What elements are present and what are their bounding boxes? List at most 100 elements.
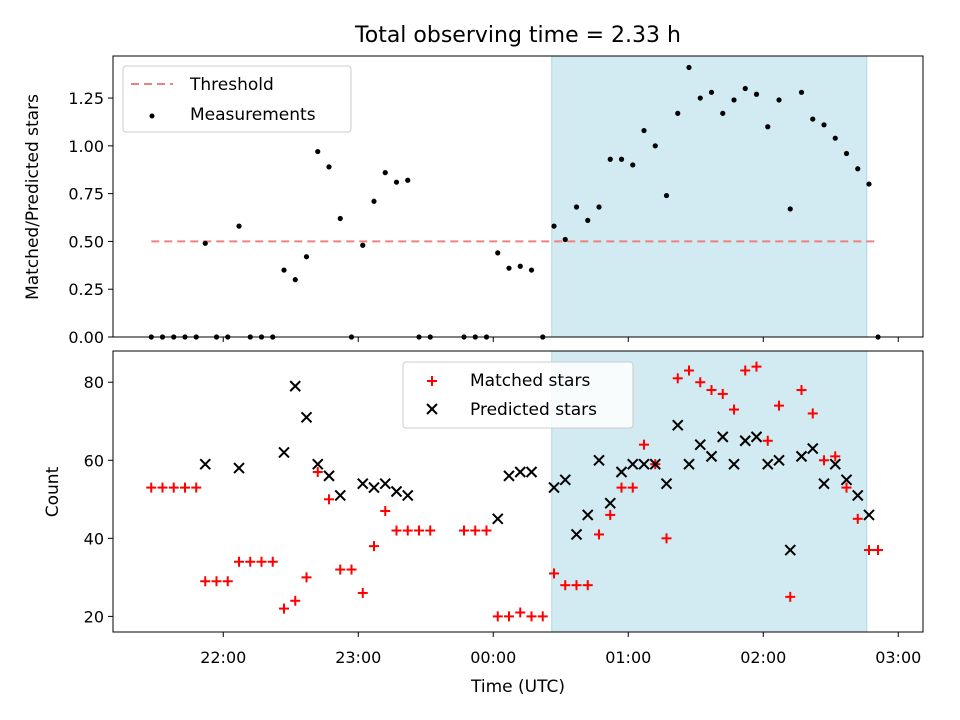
bottom-y-tick-label: 60 bbox=[84, 451, 104, 470]
measurement-point bbox=[337, 215, 343, 222]
predicted-stars-point bbox=[514, 466, 526, 478]
top-y-tick-label: 0.00 bbox=[68, 328, 104, 347]
matched-stars-point bbox=[504, 611, 514, 622]
predicted-stars-point bbox=[694, 438, 706, 451]
matched-stars-point bbox=[819, 455, 829, 466]
measurement-point bbox=[382, 170, 388, 176]
bottom-x-tick-label: 00:00 bbox=[470, 648, 516, 667]
matched-stars-point bbox=[357, 587, 368, 598]
matched-stars-point bbox=[200, 576, 211, 587]
matched-stars-point bbox=[796, 385, 807, 396]
matched-stars-point bbox=[873, 545, 883, 556]
measurement-point bbox=[810, 116, 816, 122]
top-legend: Threshold Measurements bbox=[122, 65, 352, 133]
predicted-stars-point bbox=[323, 470, 335, 482]
matched-stars-point bbox=[180, 482, 190, 493]
measurement-point bbox=[562, 236, 568, 243]
matched-stars-point bbox=[492, 611, 503, 622]
measurement-point bbox=[720, 110, 726, 116]
bottom-legend: Matched stars Predicted stars bbox=[402, 361, 634, 429]
matched-stars-point bbox=[168, 482, 179, 493]
bottom-x-tick-label: 22:00 bbox=[200, 648, 246, 667]
measurement-point bbox=[315, 148, 321, 155]
predicted-stars-point bbox=[818, 477, 830, 490]
matched-stars-point bbox=[740, 365, 751, 376]
measurement-point bbox=[618, 156, 625, 162]
bottom-y-axis-label: Count bbox=[43, 466, 63, 517]
bottom-x-tick-label: 02:00 bbox=[740, 648, 786, 667]
matched-stars-point bbox=[256, 556, 267, 567]
predicted-stars-point bbox=[300, 411, 313, 424]
predicted-stars-point bbox=[559, 474, 571, 486]
predicted-stars-point bbox=[840, 474, 853, 486]
matched-stars-point bbox=[470, 525, 481, 536]
matched-stars-point bbox=[672, 373, 683, 384]
top-y-axis-label: Matched/Predicted stars bbox=[23, 94, 43, 300]
bottom-x-tick-label: 01:00 bbox=[605, 648, 651, 667]
matched-stars-point bbox=[571, 580, 582, 591]
predicted-stars-point bbox=[672, 419, 684, 431]
matched-stars-point bbox=[830, 451, 841, 462]
predicted-stars-point bbox=[525, 466, 538, 478]
x-axis-label: Time (UTC) bbox=[470, 677, 565, 697]
matched-stars-point bbox=[841, 482, 852, 493]
matched-stars-point bbox=[751, 361, 762, 372]
matched-stars-point bbox=[267, 556, 278, 567]
predicted-stars-point bbox=[570, 528, 583, 541]
matched-stars-point bbox=[312, 466, 323, 477]
predicted-stars-point bbox=[807, 442, 819, 455]
matched-stars-point bbox=[706, 385, 717, 396]
matched-stars-point bbox=[864, 545, 874, 556]
predicted-stars-point bbox=[402, 489, 414, 502]
measurement-point bbox=[405, 177, 411, 183]
matched-stars-point bbox=[526, 611, 537, 622]
matched-stars-point bbox=[774, 400, 784, 411]
bottom-y-tick-label: 40 bbox=[84, 529, 104, 548]
matched-stars-point bbox=[301, 572, 312, 583]
matched-stars-point bbox=[481, 525, 492, 536]
predicted-stars-point bbox=[593, 454, 605, 466]
matched-stars-point bbox=[549, 568, 559, 579]
predicted-stars-point bbox=[503, 470, 515, 482]
predicted-stars-point bbox=[863, 509, 875, 521]
predicted-stars-point bbox=[233, 462, 245, 474]
predicted-stars-point bbox=[390, 485, 403, 498]
matched-stars-point bbox=[191, 482, 202, 493]
measurement-point bbox=[697, 95, 703, 101]
matched-stars-point bbox=[639, 439, 649, 450]
predicted-stars-point bbox=[705, 450, 718, 463]
matched-stars-point bbox=[290, 595, 301, 606]
top-y-tick-label: 1.25 bbox=[68, 89, 104, 108]
matched-stars-point bbox=[661, 533, 672, 544]
bottom-x-tick-label: 03:00 bbox=[875, 648, 921, 667]
matched-stars-point bbox=[582, 580, 593, 591]
bottom-y-tick-label: 80 bbox=[84, 373, 104, 392]
measurement-point bbox=[652, 143, 658, 149]
legend-plus-marker bbox=[427, 376, 437, 386]
predicted-stars-point bbox=[357, 477, 369, 490]
predicted-stars-point bbox=[199, 458, 211, 470]
matched-stars-point bbox=[852, 513, 863, 524]
matched-stars-point bbox=[414, 525, 424, 536]
measurement-point bbox=[641, 127, 647, 134]
measurement-point bbox=[866, 181, 872, 187]
measurement-point bbox=[585, 217, 591, 223]
bottom-plot-frame bbox=[112, 350, 924, 633]
matched-stars-point bbox=[594, 529, 604, 540]
predicted-stars-point bbox=[660, 477, 673, 490]
matched-stars-point bbox=[391, 525, 402, 536]
measurement-point bbox=[596, 204, 602, 210]
measurement-point bbox=[686, 64, 692, 71]
matched-stars-point bbox=[402, 525, 413, 536]
top-y-tick-label: 0.25 bbox=[68, 280, 104, 299]
predicted-stars-point bbox=[750, 431, 763, 443]
predicted-stars-point bbox=[289, 380, 301, 392]
bottom-x-tick-label: 23:00 bbox=[335, 648, 381, 667]
predicted-stars-point bbox=[627, 458, 639, 470]
predicted-stars-point bbox=[795, 450, 808, 463]
legend-x-marker bbox=[426, 403, 438, 415]
predicted-stars-point bbox=[784, 544, 796, 556]
measurement-point bbox=[675, 110, 681, 116]
matched-stars-point bbox=[234, 556, 244, 567]
matched-stars-point bbox=[157, 482, 168, 493]
